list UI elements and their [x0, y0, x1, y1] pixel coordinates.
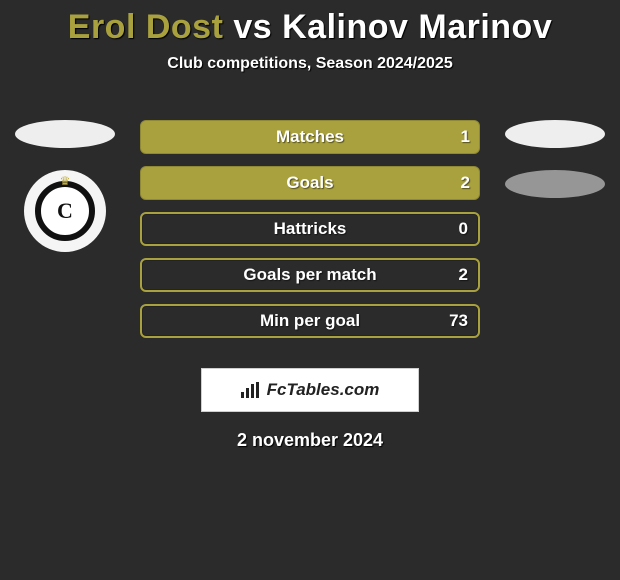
stat-value: 1: [461, 127, 470, 147]
stat-value: 2: [461, 173, 470, 193]
brand-text: FcTables.com: [267, 380, 380, 400]
stat-label: Min per goal: [142, 311, 478, 331]
stat-value: 0: [459, 219, 468, 239]
subtitle: Club competitions, Season 2024/2025: [0, 55, 620, 73]
stat-value: 2: [459, 265, 468, 285]
bars-icon: [241, 382, 261, 398]
player2-avatar-placeholder: [505, 120, 605, 148]
brand-box: FcTables.com: [201, 368, 419, 412]
stat-bar: Goals per match2: [140, 258, 480, 292]
club-letter: C: [35, 181, 95, 241]
stat-bar: Matches1: [140, 120, 480, 154]
player2-club-placeholder: [505, 170, 605, 198]
player1-name: Erol Dost: [68, 8, 224, 46]
player2-name: Kalinov Marinov: [282, 8, 552, 46]
stat-label: Hattricks: [142, 219, 478, 239]
date-text: 2 november 2024: [0, 430, 620, 451]
footer-area: FcTables.com 2 november 2024: [0, 350, 620, 451]
comparison-infographic: Erol Dost vs Kalinov Marinov Club compet…: [0, 0, 620, 580]
vs-text: vs: [233, 8, 272, 46]
stat-label: Goals per match: [142, 265, 478, 285]
stat-label: Goals: [140, 173, 480, 193]
stat-bar: Hattricks0: [140, 212, 480, 246]
left-column: ♛ C: [5, 120, 125, 252]
player1-avatar-placeholder: [15, 120, 115, 148]
player1-club-badge: ♛ C: [24, 170, 106, 252]
page-title: Erol Dost vs Kalinov Marinov: [0, 0, 620, 47]
stat-bar: Goals2: [140, 166, 480, 200]
right-column: [495, 120, 615, 220]
stat-value: 73: [449, 311, 468, 331]
crown-icon: ♛: [60, 174, 71, 188]
stat-bar: Min per goal73: [140, 304, 480, 338]
stat-label: Matches: [140, 127, 480, 147]
stats-bars: Matches1Goals2Hattricks0Goals per match2…: [140, 120, 480, 350]
